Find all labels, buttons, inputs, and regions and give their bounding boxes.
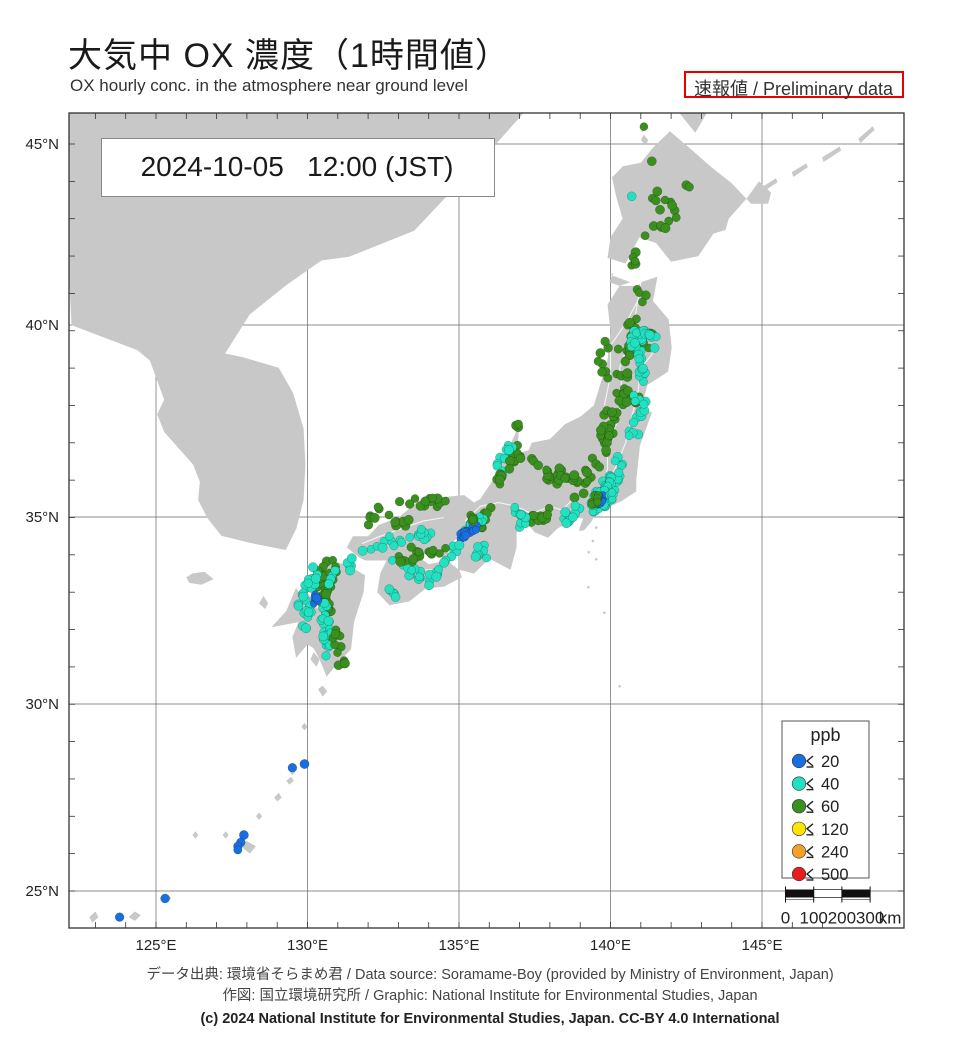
svg-text:125°E: 125°E xyxy=(135,937,176,954)
svg-text:60: 60 xyxy=(821,798,839,816)
svg-text:240: 240 xyxy=(821,843,849,861)
svg-text:0: 0 xyxy=(781,909,790,928)
svg-text:ppb: ppb xyxy=(810,725,840,745)
svg-text:30°N: 30°N xyxy=(25,696,59,713)
svg-text:100: 100 xyxy=(800,909,828,928)
svg-text:200: 200 xyxy=(828,909,856,928)
svg-text:20: 20 xyxy=(821,753,839,771)
svg-text:130°E: 130°E xyxy=(287,937,328,954)
svg-text:25°N: 25°N xyxy=(25,883,59,900)
svg-text:40°N: 40°N xyxy=(25,317,59,334)
svg-text:145°E: 145°E xyxy=(741,937,782,954)
svg-text:140°E: 140°E xyxy=(590,937,631,954)
svg-text:120: 120 xyxy=(821,821,849,839)
svg-text:135°E: 135°E xyxy=(438,937,479,954)
svg-text:500: 500 xyxy=(821,866,849,884)
svg-text:40: 40 xyxy=(821,776,839,794)
svg-text:45°N: 45°N xyxy=(25,136,59,153)
svg-text:35°N: 35°N xyxy=(25,509,59,526)
svg-text:km: km xyxy=(879,909,902,928)
